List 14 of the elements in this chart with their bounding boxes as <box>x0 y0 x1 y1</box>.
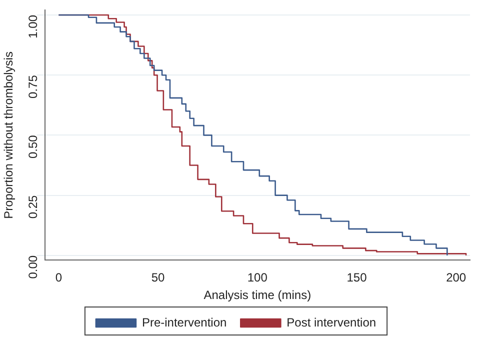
y-tick-label: 0.00 <box>26 255 40 279</box>
x-tick-label: 100 <box>247 270 268 285</box>
legend-label: Post intervention <box>286 315 376 330</box>
x-tick-label: 200 <box>446 270 466 285</box>
x-tick-label: 0 <box>55 270 62 285</box>
y-tick-label: 0.50 <box>26 134 40 159</box>
y-tick-label: 1.00 <box>26 14 40 38</box>
legend-label: Pre-intervention <box>142 315 227 330</box>
y-tick-label: 0.25 <box>26 194 40 219</box>
x-tick-label: 150 <box>346 270 368 285</box>
x-tick-label: 50 <box>151 270 166 285</box>
x-axis-title: Analysis time (mins) <box>204 288 312 302</box>
y-tick-label: 0.75 <box>26 74 40 98</box>
y-axis-title: Proportion without thrombolysis <box>2 51 16 219</box>
